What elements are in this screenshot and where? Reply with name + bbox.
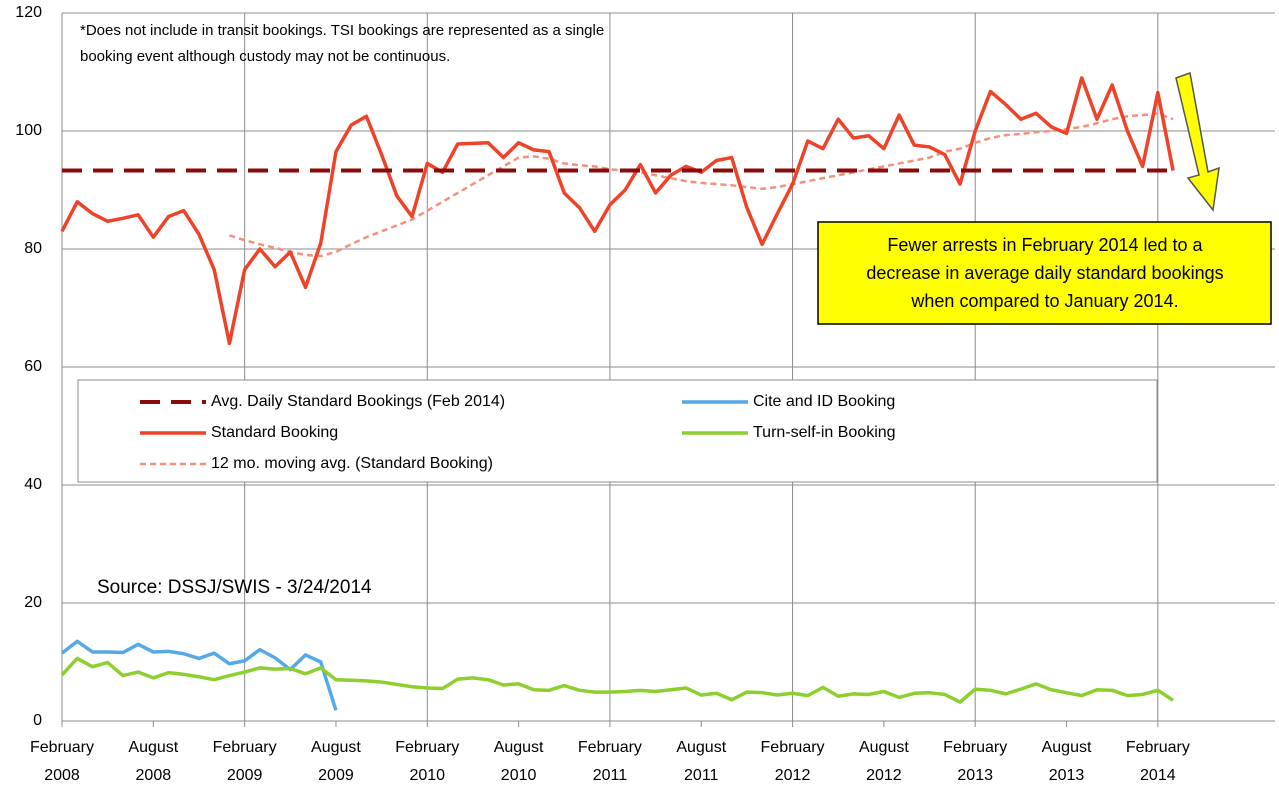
x-tick-label: August 2009 xyxy=(311,739,361,784)
labels: 0 20 40 60 80 100 120 February 2008 August 2008 Feb… xyxy=(15,4,1272,784)
y-tick-label: 80 xyxy=(24,240,42,257)
y-tick-label: 20 xyxy=(24,594,42,611)
y-tick-label: 40 xyxy=(24,476,42,493)
x-tick-label: February 2012 xyxy=(761,739,825,784)
annotation-arrow xyxy=(1175,71,1220,212)
annotation-text: when compared to January 2014. xyxy=(910,291,1178,311)
series-line xyxy=(60,76,1175,346)
legend-label: Turn-self-in Booking xyxy=(753,424,896,441)
annotation-text: Fewer arrests in February 2014 led to a xyxy=(887,235,1203,255)
x-tick-label: August 2011 xyxy=(676,739,726,784)
x-tick-label: August 2010 xyxy=(494,739,544,784)
x-tick-label: February 2008 xyxy=(30,739,94,784)
legend-box xyxy=(77,379,1158,483)
y-tick-label: 100 xyxy=(15,122,42,139)
annotation-box xyxy=(817,221,1272,325)
x-tick-label: February 2011 xyxy=(578,739,642,784)
series-line xyxy=(229,112,1174,258)
x-tick-label: August 2008 xyxy=(128,739,178,784)
y-tick-label: 120 xyxy=(15,4,42,21)
note: booking event although custody may not b… xyxy=(80,48,450,65)
plot-lines xyxy=(60,76,1175,711)
x-tick-label: August 2012 xyxy=(859,739,909,784)
x-tick-label: February 2009 xyxy=(213,739,277,784)
legend-label: Standard Booking xyxy=(211,424,338,441)
y-tick-label: 60 xyxy=(24,358,42,375)
x-tick-label: August 2013 xyxy=(1042,739,1092,784)
note: *Does not include in transit bookings. T… xyxy=(80,22,604,39)
legend-label: Avg. Daily Standard Bookings (Feb 2014) xyxy=(211,393,505,410)
x-tick-label: February 2013 xyxy=(943,739,1007,784)
annotation-text: decrease in average daily standard booki… xyxy=(866,263,1223,283)
x-tick-label: February 2010 xyxy=(395,739,459,784)
source: Source: DSSJ/SWIS - 3/24/2014 xyxy=(97,577,372,598)
grid xyxy=(61,12,1275,727)
legend-label: 12 mo. moving avg. (Standard Booking) xyxy=(211,455,493,472)
x-tick-label: February 2014 xyxy=(1126,739,1190,784)
series-line xyxy=(60,656,1175,704)
y-tick-label: 0 xyxy=(33,712,42,729)
legend-label: Cite and ID Booking xyxy=(753,393,895,410)
